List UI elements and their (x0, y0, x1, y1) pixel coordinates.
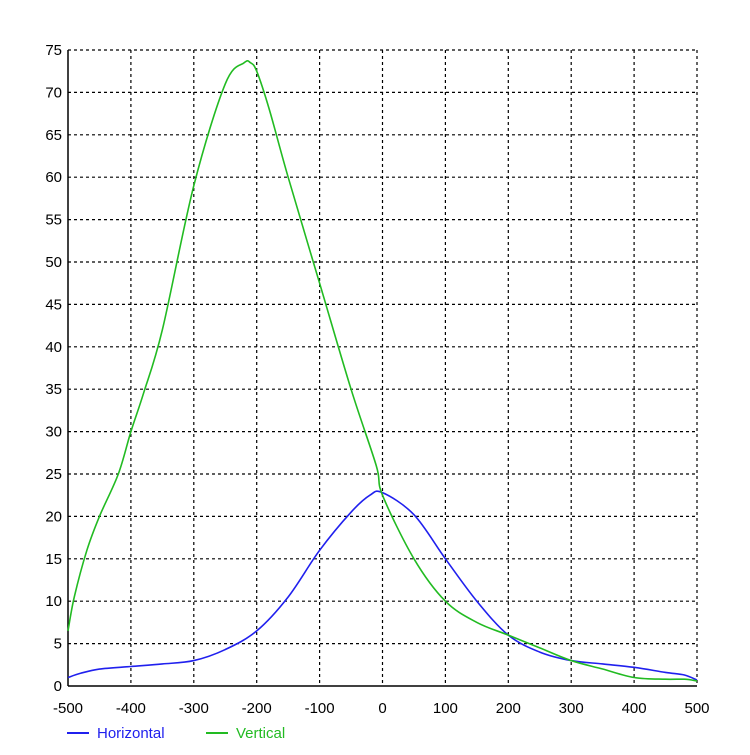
y-tick-label: 25 (45, 466, 62, 483)
y-tick-label: 40 (45, 339, 62, 356)
x-tick-label: -100 (305, 700, 335, 717)
y-tick-label: 10 (45, 593, 62, 610)
x-tick-label: -500 (53, 700, 83, 717)
plot-frame (67, 50, 697, 687)
legend-label: Horizontal (97, 725, 165, 742)
legend-label: Vertical (236, 725, 285, 742)
y-tick-label: 5 (54, 636, 62, 653)
y-tick-label: 75 (45, 42, 62, 59)
x-tick-label: -300 (179, 700, 209, 717)
y-tick-label: 55 (45, 212, 62, 229)
x-tick-label: 500 (684, 700, 709, 717)
series-layer (67, 60, 698, 682)
x-tick-label: 0 (378, 700, 386, 717)
y-tick-label: 30 (45, 424, 62, 441)
x-tick-label: 100 (433, 700, 458, 717)
y-tick-label: 65 (45, 127, 62, 144)
legend-item-horizontal: Horizontal (67, 725, 165, 742)
y-tick-label: 70 (45, 84, 62, 101)
y-tick-label: 45 (45, 296, 62, 313)
y-axis-tick-labels: 0 5 10 15 20 25 30 35 40 45 50 55 60 65 70 75 (45, 42, 62, 695)
x-tick-label: 400 (622, 700, 647, 717)
x-tick-label: -200 (242, 700, 272, 717)
y-tick-label: 50 (45, 254, 62, 271)
y-tick-label: 0 (54, 678, 62, 695)
legend-item-vertical: Vertical (206, 725, 285, 742)
y-tick-label: 60 (45, 169, 62, 186)
grid-layer (68, 49, 698, 686)
y-tick-label: 20 (45, 508, 62, 525)
y-tick-label: 15 (45, 551, 62, 568)
y-tick-label: 35 (45, 381, 62, 398)
x-tick-label: 300 (559, 700, 584, 717)
x-tick-label: 200 (496, 700, 521, 717)
series-line-horizontal (67, 490, 698, 681)
series-line-vertical (67, 60, 698, 682)
x-axis-tick-labels: -500 -400 -300 -200 -100 0 100 200 300 400 500 (53, 700, 710, 717)
legend: Horizontal Vertical (67, 725, 285, 742)
x-tick-label: -400 (116, 700, 146, 717)
